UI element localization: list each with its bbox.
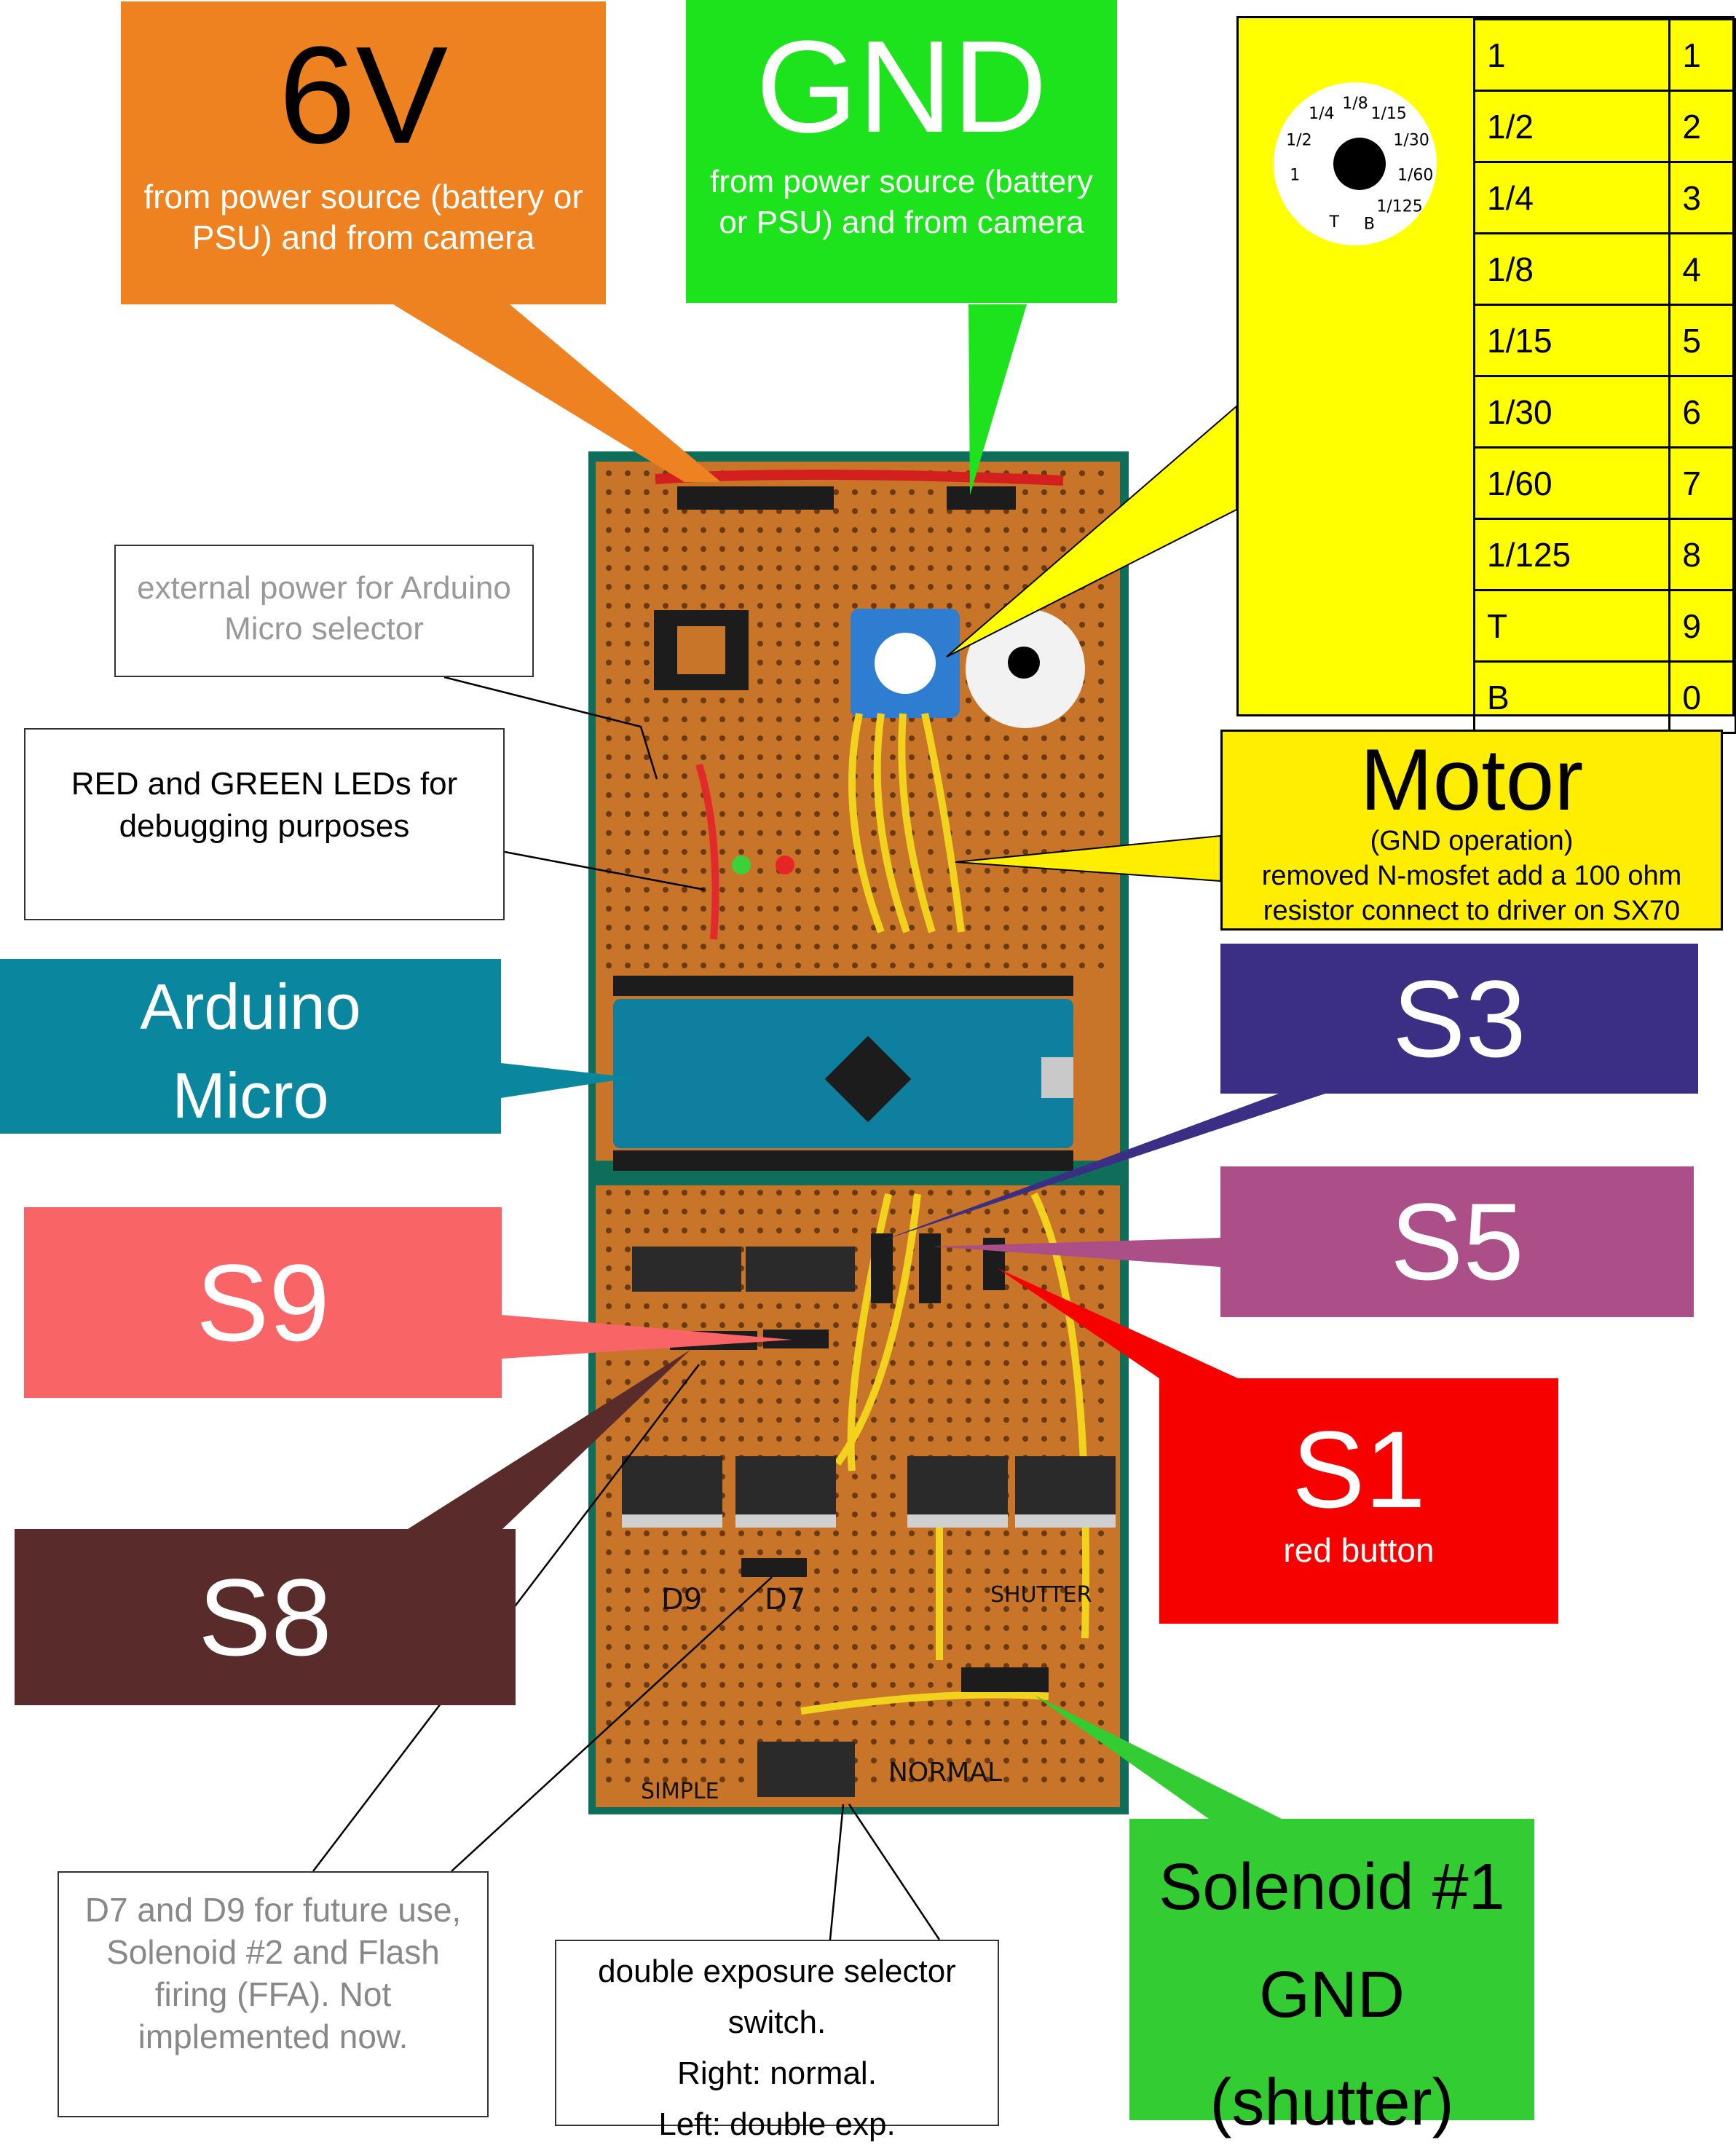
gnd-header bbox=[947, 486, 1016, 510]
callout-motor-title: Motor bbox=[1360, 731, 1584, 829]
callout-s5-title: S5 bbox=[1390, 1180, 1524, 1303]
dial-position-cell: 9 bbox=[1668, 589, 1736, 663]
callout-solenoid-line1: Solenoid #1 bbox=[1159, 1851, 1505, 1924]
callout-motor: Motor (GND operation) removed N-mosfet a… bbox=[1220, 730, 1723, 931]
dial-speed-cell: T bbox=[1472, 589, 1671, 663]
dial-table-row: 1/15 5 bbox=[1472, 304, 1736, 377]
dial-speed-cell: B bbox=[1472, 660, 1671, 734]
dial-table-row: 1/2 2 bbox=[1472, 90, 1736, 163]
callout-s3-title: S3 bbox=[1392, 957, 1526, 1080]
callout-gnd-title: GND bbox=[756, 14, 1047, 160]
callout-arduino-line2: Micro bbox=[172, 1059, 329, 1131]
power-header bbox=[677, 486, 834, 510]
dial-position-cell: 2 bbox=[1668, 90, 1736, 163]
callout-motor-line2: removed N-mosfet add a 100 ohm bbox=[1261, 861, 1682, 891]
dial-position-cell: 8 bbox=[1668, 518, 1736, 591]
callout-s3: S3 bbox=[1220, 944, 1698, 1094]
slide-switch-right bbox=[746, 1247, 855, 1292]
callout-s9-title: S9 bbox=[196, 1241, 330, 1364]
callout-6v-title: 6V bbox=[278, 18, 449, 173]
dial-face-label: T bbox=[1329, 213, 1340, 232]
dial-face-label: 1/30 bbox=[1393, 132, 1429, 150]
board-mark-shutter: SHUTTER bbox=[990, 1582, 1092, 1608]
dial-face-label: 1 bbox=[1290, 167, 1300, 185]
callout-s1: S1 red button bbox=[1159, 1378, 1558, 1624]
callout-s1-title: S1 bbox=[1292, 1408, 1426, 1530]
dial-face-label: 1/125 bbox=[1376, 198, 1422, 216]
callout-dbl-line1: double exposure selector bbox=[598, 1954, 956, 1989]
callout-solenoid-line2: GND bbox=[1259, 1959, 1405, 2031]
slide-switch-left bbox=[632, 1247, 741, 1292]
dial-speed-cell: 1/2 bbox=[1472, 90, 1671, 163]
dial-face-label: 1/60 bbox=[1397, 167, 1433, 185]
callout-leds: RED and GREEN LEDs for debugging purpose… bbox=[24, 728, 505, 920]
callout-dbl-line3: Right: normal. bbox=[677, 2055, 877, 2091]
dial-face-label: 1/8 bbox=[1342, 95, 1368, 113]
board-mark-normal: NORMAL bbox=[888, 1758, 1002, 1788]
callout-dbl-line2: switch. bbox=[727, 2004, 826, 2040]
callout-motor-line1: (GND operation) bbox=[1370, 826, 1574, 856]
board-mark-d9: D9 bbox=[661, 1583, 702, 1616]
callout-s8-title: S8 bbox=[198, 1556, 332, 1678]
callout-d7-d9-text: D7 and D9 for future use, Solenoid #2 an… bbox=[84, 1891, 462, 2055]
dial-table-row: 1/8 4 bbox=[1472, 232, 1736, 306]
board-mark-simple: SIMPLE bbox=[641, 1779, 719, 1804]
callout-dbl-line4: Left: double exp. bbox=[658, 2106, 896, 2142]
board-mark-d7: D7 bbox=[765, 1583, 805, 1616]
dial-position-cell: 0 bbox=[1668, 660, 1736, 734]
callout-external-power-text: external power for Arduino Micro selecto… bbox=[137, 570, 511, 647]
dial-position-cell: 6 bbox=[1668, 375, 1736, 449]
callout-gnd: GND from power source (battery or PSU) a… bbox=[686, 0, 1117, 303]
dial-table-row: 1/60 7 bbox=[1472, 446, 1736, 520]
red-led bbox=[776, 856, 794, 874]
callout-arduino-line1: Arduino bbox=[140, 971, 361, 1043]
callout-leds-text: RED and GREEN LEDs for debugging purpose… bbox=[71, 766, 458, 844]
dial-speed-cell: 1/60 bbox=[1472, 446, 1671, 520]
double-exposure-switch bbox=[757, 1742, 855, 1797]
dial-speed-cell: 1/8 bbox=[1472, 232, 1671, 306]
dial-speed-cell: 1/15 bbox=[1472, 304, 1671, 377]
dial-speed-cell: 1/125 bbox=[1472, 518, 1671, 591]
callout-s9: S9 bbox=[24, 1207, 502, 1398]
callout-6v-subtitle: from power source (battery or PSU) and f… bbox=[143, 178, 583, 256]
dial-table-row: 1/125 8 bbox=[1472, 518, 1736, 591]
callout-solenoid: Solenoid #1 GND (shutter) bbox=[1129, 1819, 1534, 2139]
red-power-wire bbox=[655, 469, 1064, 486]
callout-d7-d9: D7 and D9 for future use, Solenoid #2 an… bbox=[58, 1871, 489, 2117]
dial-face-label: 1/15 bbox=[1370, 105, 1406, 123]
callout-s1-subtitle: red button bbox=[1283, 1531, 1435, 1569]
callout-motor-line3: resistor connect to driver on SX70 bbox=[1263, 896, 1681, 926]
callout-s8: S8 bbox=[15, 1529, 516, 1705]
dial-table-row: 1/4 3 bbox=[1472, 161, 1736, 234]
callout-shutter-dial: 1 1/2 1/4 1/8 1/15 1/30 1/60 1/125 B T 1 1 1/2 2 1/4 3… bbox=[1236, 16, 1736, 734]
dial-face-label: 1/2 bbox=[1286, 132, 1311, 150]
dial-position-cell: 4 bbox=[1668, 232, 1736, 306]
dial-position-cell: 3 bbox=[1668, 161, 1736, 234]
callout-s5: S5 bbox=[1220, 1166, 1694, 1317]
dial-position-cell: 5 bbox=[1668, 304, 1736, 377]
callout-6v: 6V from power source (battery or PSU) an… bbox=[121, 1, 606, 304]
callout-external-power: external power for Arduino Micro selecto… bbox=[114, 545, 534, 677]
dial-position-cell: 1 bbox=[1668, 18, 1736, 92]
callout-double-exposure: double exposure selector switch. Right: … bbox=[555, 1940, 999, 2142]
callout-solenoid-line3: (shutter) bbox=[1210, 2066, 1454, 2139]
dial-table: 1 1 1/2 2 1/4 3 1/8 4 1/15 5 1/30 6 1/60 7 1/125 8 T 9 B 0 bbox=[1472, 18, 1736, 734]
dial-face-label: 1/4 bbox=[1309, 105, 1334, 123]
callout-gnd-subtitle: from power source (battery or PSU) and f… bbox=[710, 164, 1093, 240]
dial-speed-cell: 1/4 bbox=[1472, 161, 1671, 234]
dial-speed-cell: 1/30 bbox=[1472, 375, 1671, 449]
dial-position-cell: 7 bbox=[1668, 446, 1736, 520]
dial-face-label: B bbox=[1364, 216, 1375, 234]
dial-table-row: 1/30 6 bbox=[1472, 375, 1736, 449]
dial-speed-cell: 1 bbox=[1472, 18, 1671, 92]
callout-arduino-micro: Arduino Micro bbox=[0, 959, 501, 1134]
green-led bbox=[732, 856, 751, 874]
